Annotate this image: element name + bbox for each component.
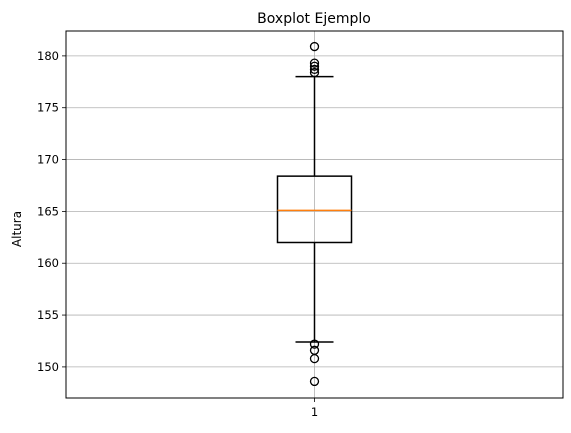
- y-tick-label: 180: [37, 49, 59, 63]
- outlier-point: [309, 58, 320, 68]
- y-tick-label: 175: [37, 101, 59, 115]
- y-tick-label: 165: [37, 204, 59, 218]
- outlier-point: [309, 61, 320, 71]
- outlier-point: [309, 64, 320, 75]
- chart-title: Boxplot Ejemplo: [257, 11, 371, 27]
- box-series: [276, 41, 353, 387]
- outlier-point: [309, 376, 320, 387]
- y-axis-ticks: 150 155 160 165 170 175 180: [37, 49, 66, 374]
- y-tick-label: 170: [37, 153, 59, 167]
- x-tick-label: 1: [311, 405, 318, 419]
- box-iqr: [276, 175, 353, 244]
- outlier-point: [309, 67, 320, 78]
- outlier-point: [309, 339, 320, 349]
- y-tick-label: 150: [37, 360, 59, 374]
- outlier-point: [309, 41, 320, 52]
- x-axis-ticks: 1: [311, 398, 318, 419]
- plot-frame: [65, 30, 564, 399]
- y-tick-label: 160: [37, 256, 59, 270]
- y-tick-label: 155: [37, 308, 59, 322]
- y-axis-label: Altura: [10, 211, 24, 247]
- outlier-point: [309, 353, 320, 364]
